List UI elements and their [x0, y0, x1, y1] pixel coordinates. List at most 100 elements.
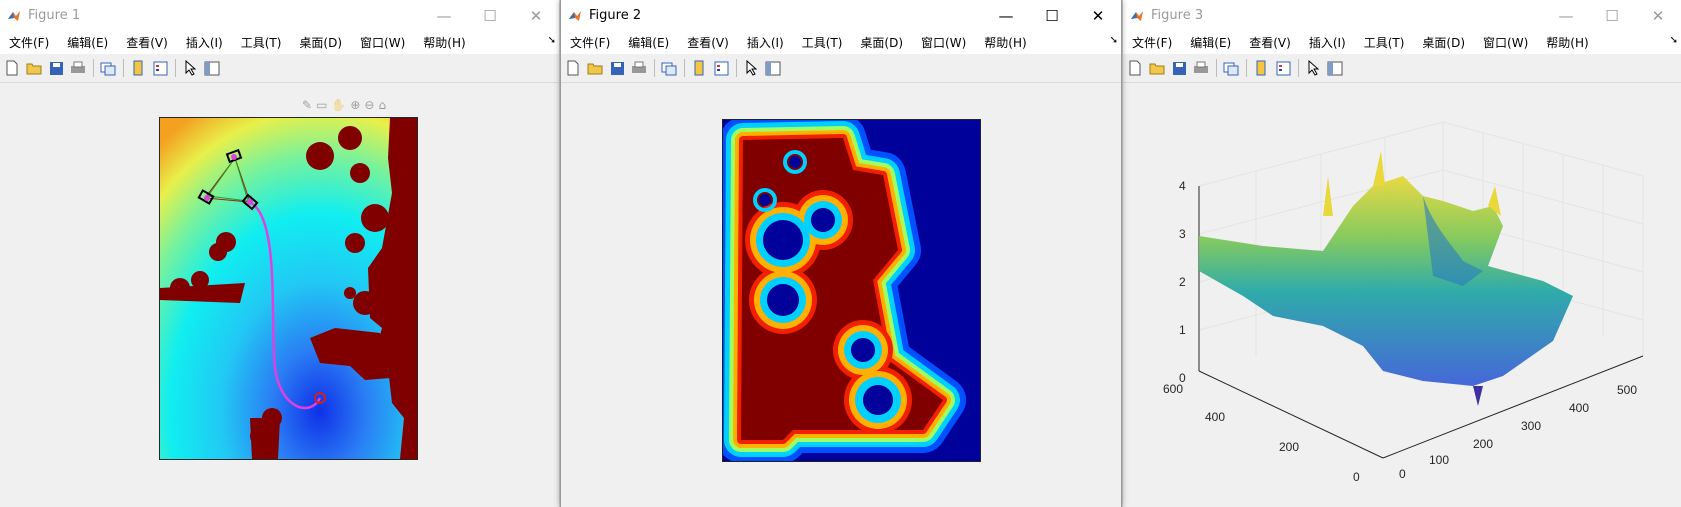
window-title: Figure 2 [589, 8, 642, 23]
z-tick: 2 [1179, 275, 1186, 289]
figure-canvas: ✎ ▭ ✋ ⊕ ⊖ ⌂ [0, 86, 559, 507]
edit-plot-icon[interactable] [181, 59, 199, 77]
maximize-button[interactable]: ☐ [1045, 7, 1059, 25]
insert-legend-icon[interactable] [1274, 59, 1292, 77]
edit-plot-icon[interactable] [742, 59, 760, 77]
new-figure-icon[interactable] [564, 59, 582, 77]
figure-canvas: 4 3 2 1 0 600 400 200 0 0 100 200 300 40… [1123, 86, 1681, 507]
datatip-icon[interactable]: ▭ [316, 98, 328, 112]
close-button[interactable]: ✕ [1091, 7, 1105, 25]
figure-toolbar [0, 54, 559, 83]
matlab-icon [1131, 11, 1143, 21]
new-figure-icon[interactable] [3, 59, 21, 77]
separator [1216, 59, 1217, 77]
separator [654, 59, 655, 77]
menu-desktop[interactable]: 桌面(D) [860, 36, 904, 50]
map-image [160, 118, 417, 459]
separator [175, 59, 176, 77]
open-file-icon[interactable] [586, 59, 604, 77]
open-file-icon[interactable] [25, 59, 43, 77]
figure-1-window: Figure 1 — ☐ ✕ 文件(F) 编辑(E) 查看(V) 插入(I) 工具(T)… [0, 0, 560, 507]
link-plot-icon[interactable] [1222, 59, 1240, 77]
axes-toolbar: ✎ ▭ ✋ ⊕ ⊖ ⌂ [302, 98, 386, 112]
zoom-out-icon[interactable]: ⊖ [364, 98, 375, 112]
link-plot-icon[interactable] [660, 59, 678, 77]
menu-file[interactable]: 文件(F) [1132, 36, 1173, 50]
property-inspector-icon[interactable] [764, 59, 782, 77]
menu-overflow-icon[interactable]: ➘ [1109, 35, 1118, 46]
menu-help[interactable]: 帮助(H) [1546, 36, 1589, 50]
menu-help[interactable]: 帮助(H) [984, 36, 1027, 50]
menu-window[interactable]: 窗口(W) [921, 36, 967, 50]
x-tick: 400 [1569, 401, 1589, 415]
minimize-button[interactable]: — [436, 7, 452, 25]
menu-edit[interactable]: 编辑(E) [67, 36, 109, 50]
save-icon[interactable] [608, 59, 626, 77]
zoom-in-icon[interactable]: ⊕ [350, 98, 361, 112]
title-bar[interactable]: Figure 1 — ☐ ✕ [0, 0, 559, 32]
pan-icon[interactable]: ✋ [331, 98, 347, 112]
close-button[interactable]: ✕ [1651, 7, 1665, 25]
surface-plot-3d[interactable]: 4 3 2 1 0 600 400 200 0 0 100 200 300 40… [1123, 86, 1681, 507]
distance-field-plot[interactable] [722, 119, 981, 462]
menu-insert[interactable]: 插入(I) [746, 36, 784, 50]
brush-icon[interactable]: ✎ [302, 98, 313, 112]
menu-edit[interactable]: 编辑(E) [628, 36, 670, 50]
menu-overflow-icon[interactable]: ➘ [547, 35, 556, 46]
insert-colorbar-icon[interactable] [690, 59, 708, 77]
minimize-button[interactable]: — [1558, 7, 1574, 25]
menu-insert[interactable]: 插入(I) [1308, 36, 1346, 50]
matlab-icon [8, 11, 20, 21]
insert-legend-icon[interactable] [151, 59, 169, 77]
distance-field-image [723, 120, 980, 461]
maximize-button[interactable]: ☐ [1605, 7, 1619, 25]
link-plot-icon[interactable] [99, 59, 117, 77]
z-tick: 1 [1179, 323, 1186, 337]
edit-plot-icon[interactable] [1304, 59, 1322, 77]
print-icon[interactable] [69, 59, 87, 77]
x-tick: 100 [1429, 453, 1449, 467]
home-icon[interactable]: ⌂ [378, 98, 387, 112]
menu-desktop[interactable]: 桌面(D) [1422, 36, 1466, 50]
menu-insert[interactable]: 插入(I) [185, 36, 223, 50]
save-icon[interactable] [1170, 59, 1188, 77]
menu-help[interactable]: 帮助(H) [423, 36, 466, 50]
menu-overflow-icon[interactable]: ➘ [1669, 35, 1678, 46]
property-inspector-icon[interactable] [203, 59, 221, 77]
menu-view[interactable]: 查看(V) [1249, 36, 1291, 50]
menu-edit[interactable]: 编辑(E) [1190, 36, 1232, 50]
menu-view[interactable]: 查看(V) [687, 36, 729, 50]
menu-desktop[interactable]: 桌面(D) [299, 36, 343, 50]
title-bar[interactable]: Figure 2 — ☐ ✕ [561, 0, 1121, 32]
property-inspector-icon[interactable] [1326, 59, 1344, 77]
y-tick: 0 [1353, 470, 1360, 484]
maximize-button[interactable]: ☐ [483, 7, 497, 25]
figure-3-window: Figure 3 — ☐ ✕ 文件(F) 编辑(E) 查看(V) 插入(I) 工具(T)… [1122, 0, 1681, 507]
insert-colorbar-icon[interactable] [1252, 59, 1270, 77]
menu-tools[interactable]: 工具(T) [240, 36, 282, 50]
menu-tools[interactable]: 工具(T) [1363, 36, 1405, 50]
separator [1246, 59, 1247, 77]
menu-window[interactable]: 窗口(W) [1483, 36, 1529, 50]
title-bar[interactable]: Figure 3 — ☐ ✕ [1123, 0, 1681, 32]
print-icon[interactable] [1192, 59, 1210, 77]
open-file-icon[interactable] [1148, 59, 1166, 77]
insert-colorbar-icon[interactable] [129, 59, 147, 77]
minimize-button[interactable]: — [998, 7, 1014, 25]
menu-file[interactable]: 文件(F) [570, 36, 611, 50]
close-button[interactable]: ✕ [529, 7, 543, 25]
separator [93, 59, 94, 77]
insert-legend-icon[interactable] [712, 59, 730, 77]
z-tick: 3 [1179, 227, 1186, 241]
save-icon[interactable] [47, 59, 65, 77]
print-icon[interactable] [630, 59, 648, 77]
menu-bar: 文件(F) 编辑(E) 查看(V) 插入(I) 工具(T) 桌面(D) 窗口(W) 帮助(H)… [561, 32, 1121, 54]
menu-file[interactable]: 文件(F) [9, 36, 50, 50]
menu-view[interactable]: 查看(V) [126, 36, 168, 50]
menu-tools[interactable]: 工具(T) [801, 36, 843, 50]
y-tick: 600 [1163, 382, 1183, 396]
menu-bar: 文件(F) 编辑(E) 查看(V) 插入(I) 工具(T) 桌面(D) 窗口(W) 帮助(H)… [1123, 32, 1681, 54]
new-figure-icon[interactable] [1126, 59, 1144, 77]
menu-window[interactable]: 窗口(W) [360, 36, 406, 50]
navigation-map-plot[interactable] [159, 117, 418, 460]
